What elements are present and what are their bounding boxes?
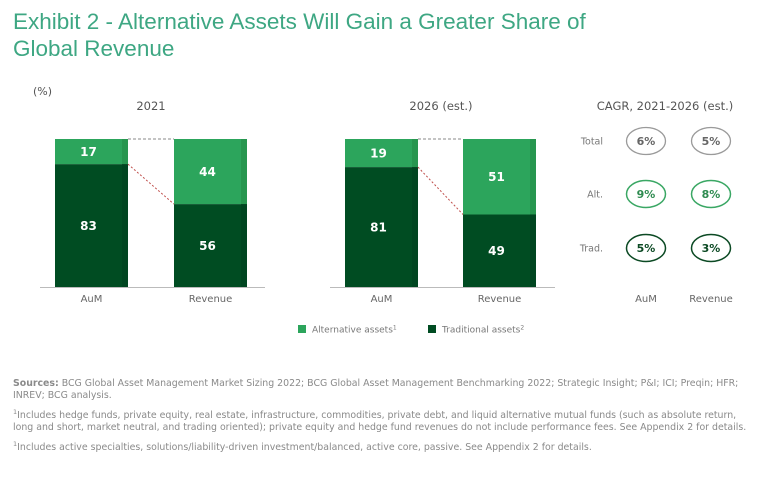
data-label-traditional: 81: [370, 221, 387, 235]
footnote-1: 1Includes hedge funds, private equity, r…: [13, 407, 758, 434]
footnote-2: 1Includes active specialties, solutions/…: [13, 439, 758, 454]
panel-title-1: 2026 (est.): [409, 99, 472, 113]
bar-traditional-edge: [122, 164, 128, 287]
category-label-aum: AuM: [81, 294, 103, 305]
legend-footnote-mark: 1: [393, 325, 397, 332]
data-label-traditional: 56: [199, 239, 216, 253]
bar-alternative-edge: [412, 139, 418, 168]
cagr-value: 5%: [637, 242, 656, 255]
bar-alternative-revenue: [174, 139, 247, 205]
sources-label: Sources:: [13, 378, 59, 389]
legend-swatch-traditional: [428, 325, 436, 333]
category-label-aum: AuM: [371, 294, 393, 305]
cagr-ring: [625, 179, 667, 209]
bar-traditional-edge: [530, 214, 536, 287]
cagr-column-label-aum: AuM: [635, 294, 657, 305]
footnote-1-text: Includes hedge funds, private equity, re…: [13, 410, 747, 433]
cagr-ring: [625, 126, 667, 156]
bar-alternative-edge: [530, 139, 536, 215]
cagr-row-label-alt: Alt.: [587, 190, 603, 201]
bar-traditional-aum: [345, 167, 418, 287]
sources-text: BCG Global Asset Management Market Sizin…: [13, 378, 739, 401]
cagr-ring: [690, 126, 732, 156]
sources-note: Sources: BCG Global Asset Management Mar…: [13, 378, 758, 402]
bar-traditional-aum: [55, 164, 128, 287]
data-label-alternative: 44: [199, 165, 216, 179]
bar-traditional-revenue: [463, 214, 536, 287]
chart-canvas: 2021 17 83 AuM 44 56 Revenue 2026 (est.) 19 81 AuM…: [40, 99, 733, 336]
connector-split: [417, 166, 464, 215]
legend-footnote-mark: 2: [520, 325, 524, 332]
cagr-value: 9%: [637, 188, 656, 201]
cagr-row-label-trad: Trad.: [579, 244, 603, 255]
cagr-value: 6%: [637, 135, 656, 148]
unit-label: (%): [33, 85, 53, 98]
cagr-row-label-total: Total: [580, 137, 603, 148]
legend-label-traditional: Traditional assets2: [441, 325, 524, 336]
data-label-traditional: 49: [488, 244, 505, 258]
cagr-value: 8%: [702, 188, 721, 201]
data-label-alternative: 51: [488, 170, 505, 184]
bar-traditional-edge: [241, 204, 247, 287]
footnote-1-mark: 1: [13, 407, 18, 416]
data-label-alternative: 19: [370, 147, 387, 161]
legend-label-alternative: Alternative assets1: [312, 325, 397, 336]
bar-traditional-revenue: [174, 204, 247, 287]
cagr-column-label-revenue: Revenue: [689, 294, 733, 305]
panel-title-0: 2021: [136, 99, 165, 113]
data-label-alternative: 17: [80, 145, 97, 159]
cagr-value: 3%: [702, 242, 721, 255]
cagr-ring: [690, 179, 732, 209]
connector-split: [127, 163, 175, 205]
bar-traditional-edge: [412, 167, 418, 287]
legend-swatch-alternative: [298, 325, 306, 333]
bar-alternative-aum: [55, 139, 128, 165]
cagr-ring: [690, 233, 732, 263]
bar-alternative-revenue: [463, 139, 536, 215]
cagr-ring: [625, 233, 667, 263]
bar-alternative-edge: [241, 139, 247, 205]
exhibit-title: Exhibit 2 - Alternative Assets Will Gain…: [13, 9, 586, 61]
footnote-2-mark: 1: [13, 439, 18, 448]
category-label-revenue: Revenue: [189, 294, 233, 305]
bar-alternative-aum: [345, 139, 418, 168]
category-label-revenue: Revenue: [478, 294, 522, 305]
cagr-title: CAGR, 2021-2026 (est.): [597, 99, 733, 113]
cagr-value: 5%: [702, 135, 721, 148]
notes-section: Sources: BCG Global Asset Management Mar…: [13, 378, 758, 462]
bar-alternative-edge: [122, 139, 128, 165]
footnote-2-text: Includes active specialties, solutions/l…: [17, 442, 592, 453]
data-label-traditional: 83: [80, 219, 97, 233]
